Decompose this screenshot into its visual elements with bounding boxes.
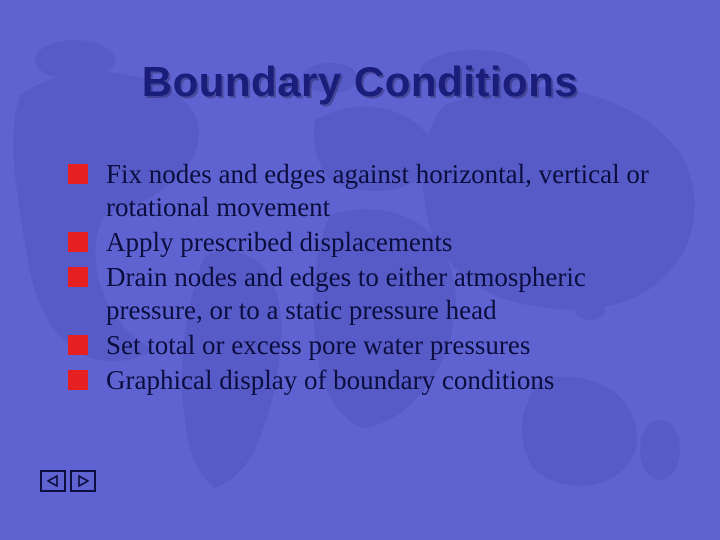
slide-title: Boundary Conditions	[50, 58, 670, 106]
triangle-left-icon	[47, 475, 59, 487]
bullet-item: Fix nodes and edges against horizontal, …	[68, 158, 660, 224]
slide-container: Boundary Conditions Fix nodes and edges …	[0, 0, 720, 540]
nav-controls	[40, 470, 96, 492]
next-button[interactable]	[70, 470, 96, 492]
bullet-item: Set total or excess pore water pressures	[68, 329, 660, 362]
bullet-item: Drain nodes and edges to either atmosphe…	[68, 261, 660, 327]
bullet-item: Apply prescribed displacements	[68, 226, 660, 259]
prev-button[interactable]	[40, 470, 66, 492]
bullet-item: Graphical display of boundary conditions	[68, 364, 660, 397]
bullet-list: Fix nodes and edges against horizontal, …	[50, 158, 670, 397]
triangle-right-icon	[77, 475, 89, 487]
